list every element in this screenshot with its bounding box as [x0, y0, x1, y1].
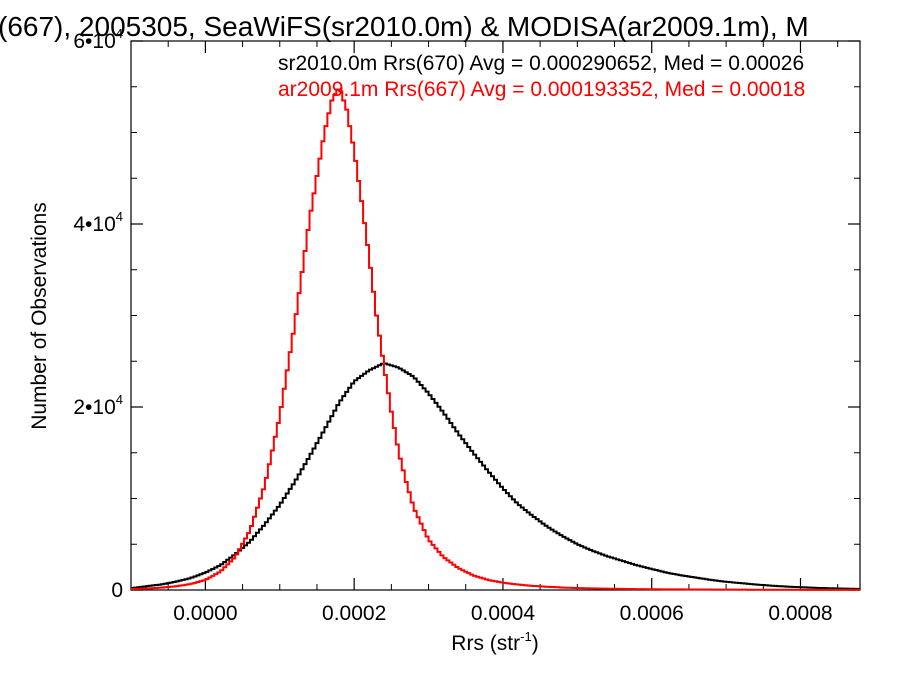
chart-title: (667), 2005305, SeaWiFS(sr2010.0m) & MOD…: [0, 11, 809, 42]
x-axis-label-sup: -1: [520, 629, 532, 644]
plot-area-border: [130, 40, 861, 591]
x-tick-label: 0.0006: [620, 602, 684, 625]
x-axis-label-main: Rrs (str: [451, 632, 520, 655]
y-tick-label: 0: [111, 579, 123, 602]
axis-ticks: [130, 40, 860, 591]
legend-entry-series-2: ar2009.1m Rrs(667) Avg = 0.000193352, Me…: [278, 78, 805, 101]
x-tick-label: 0.0000: [173, 602, 237, 625]
y-axis-label: Number of Observations: [28, 202, 51, 430]
x-tick-label: 0.0008: [768, 602, 832, 625]
plot-frame: [130, 40, 861, 591]
y-tick-label: 4•104: [73, 209, 123, 236]
series-layer: [131, 88, 860, 591]
legend-entry-series-1: sr2010.0m Rrs(670) Avg = 0.000290652, Me…: [278, 52, 804, 75]
y-tick-label: 6•104: [73, 26, 123, 53]
y-tick-label: 2•104: [73, 392, 123, 419]
tick-labels: 0.0000 0.0002 0.0004 0.0006 0.0008 0 2•104 4•10…: [73, 26, 832, 625]
x-tick-label: 0.0002: [322, 602, 386, 625]
x-axis-label-close: ): [532, 632, 539, 655]
x-tick-label: 0.0004: [471, 602, 536, 625]
x-axis-label: Rrs (str-1): [451, 629, 538, 655]
series-1-line: [131, 362, 860, 590]
series-2-line: [131, 88, 860, 591]
